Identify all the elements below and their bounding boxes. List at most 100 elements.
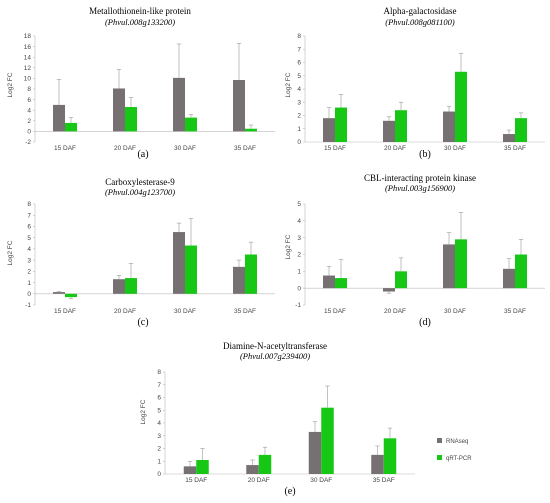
ytick-label: 4 [297,218,301,225]
bar-rnaseq [443,111,455,142]
panel-a-label: (a) [137,149,148,160]
bar-qrtpcr [455,239,467,289]
ytick-label: 5 [157,407,161,414]
xtick-label: 30 DAF [444,308,466,315]
bar-rnaseq [183,466,197,474]
ytick-label: 6 [27,97,31,104]
bar-rnaseq [113,279,125,294]
panel-e-label: (e) [284,486,295,497]
panel-a: Metallothionein-like protein (Phvul.008g… [7,6,275,160]
panel-a-title: Metallothionein-like protein [89,6,191,16]
panel-b-ylabel: Log2 FC [285,72,292,97]
bar-qrtpcr [245,128,257,132]
xtick-label: 30 DAF [174,145,196,152]
ytick-label: 2 [297,113,301,120]
ytick-label: 8 [27,201,31,208]
bar-qrtpcr [196,459,209,474]
xtick-label: 20 DAF [114,145,136,152]
panel-b: Alpha-galactosidase (Phvul.008g081100) L… [285,6,545,160]
panel-d-subtitle: (Phvul.003g156900) [385,183,455,193]
bar-rnaseq [233,79,245,132]
ytick-label: 0 [297,285,301,292]
panel-c-label: (c) [137,317,148,328]
xtick-label: 30 DAF [174,308,196,315]
ytick-label: 7 [157,382,161,389]
bar-rnaseq [173,232,185,294]
panel-e-ylabel: Log2 FC [140,399,147,424]
bar-qrtpcr [335,107,347,142]
xtick-label: 30 DAF [444,145,466,152]
ytick-label: 3 [27,257,31,264]
bar-rnaseq [113,88,125,132]
panel-e-title: Diamine-N-acetyltransferase [223,341,327,351]
xtick-label: 20 DAF [114,308,136,315]
bar-qrtpcr [65,122,77,132]
xtick-label: 15 DAF [324,308,346,315]
panel-d: CBL-interacting protein kinase (Phvul.00… [285,173,545,328]
ytick-label: 4 [157,420,161,427]
xtick-label: 15 DAF [54,308,76,315]
bar-qrtpcr [335,278,347,289]
ytick-label: 2 [297,252,301,259]
ytick-label: 1 [157,458,161,465]
bar-qrtpcr [383,438,397,474]
ytick-label: 3 [297,99,301,106]
ytick-label: 1 [297,269,301,276]
panel-c: Carboxylesterase-9 (Phvul.004g123700) Lo… [7,177,275,328]
bar-rnaseq [246,465,259,474]
panel-e-plot: 0 1 2 3 4 5 6 7 8 15 DAF 20 DAF 30 DAF 35 DAF [157,369,415,484]
bar-qrtpcr [395,110,407,142]
ytick-label: 1 [297,126,301,133]
bar-rnaseq [53,292,65,294]
bar-rnaseq [383,120,395,142]
legend-swatch-qrtpcr [437,455,442,460]
bar-qrtpcr [245,254,257,294]
ytick-label: 12 [24,65,32,72]
ytick-label: 0 [27,129,31,136]
bar-rnaseq [503,134,515,142]
legend-label-rnaseq: RNAseq [446,439,468,445]
bar-rnaseq [233,266,245,294]
panel-b-title: Alpha-galactosidase [384,6,457,16]
xtick-label: 20 DAF [384,308,406,315]
bar-qrtpcr [258,454,272,474]
ytick-label: 7 [27,212,31,219]
legend-label-qrtpcr: qRT-PCR [446,456,472,462]
legend-swatch-rnaseq [437,438,442,443]
ytick-label: 2 [27,269,31,276]
panel-c-subtitle: (Phvul.004g123700) [105,187,175,197]
ytick-label: 3 [297,235,301,242]
panel-c-title: Carboxylesterase-9 [105,177,175,187]
bar-qrtpcr [515,254,527,289]
xtick-label: 15 DAF [54,145,76,152]
xtick-label: 20 DAF [248,477,270,484]
ytick-label: 18 [24,33,32,40]
panel-b-label: (b) [419,149,431,160]
bar-qrtpcr [125,278,137,294]
bar-rnaseq [371,454,384,474]
ytick-label: -2 [25,139,31,146]
legend: RNAseq qRT-PCR [437,438,472,462]
xtick-label: 35 DAF [504,145,526,152]
bar-qrtpcr [455,71,467,142]
ytick-label: 8 [297,33,301,40]
bar-rnaseq [443,244,455,289]
panel-c-ylabel: Log2 FC [7,240,14,265]
xtick-label: 35 DAF [234,308,256,315]
bar-rnaseq [503,268,515,289]
ytick-label: 8 [27,86,31,93]
ytick-label: 6 [297,60,301,67]
panel-c-plot: -1 0 1 2 3 4 5 6 7 8 15 DAF 20 DAF 30 DAF 35 DAF [25,201,275,315]
panel-b-subtitle: (Phvul.008g081100) [385,17,455,27]
panel-e-subtitle: (Phvul.007g239400) [240,351,310,361]
ytick-label: 4 [297,86,301,93]
xtick-label: 30 DAF [310,477,332,484]
ytick-label: 6 [157,395,161,402]
xtick-label: 20 DAF [384,145,406,152]
ytick-label: -1 [25,302,31,309]
panel-d-plot: -1 0 1 2 3 4 5 15 DAF 20 DAF 30 DAF 35 DAF [295,201,545,315]
bar-rnaseq [323,275,335,289]
bar-qrtpcr [395,271,407,289]
ytick-label: 7 [297,46,301,53]
bar-rnaseq [308,431,322,474]
